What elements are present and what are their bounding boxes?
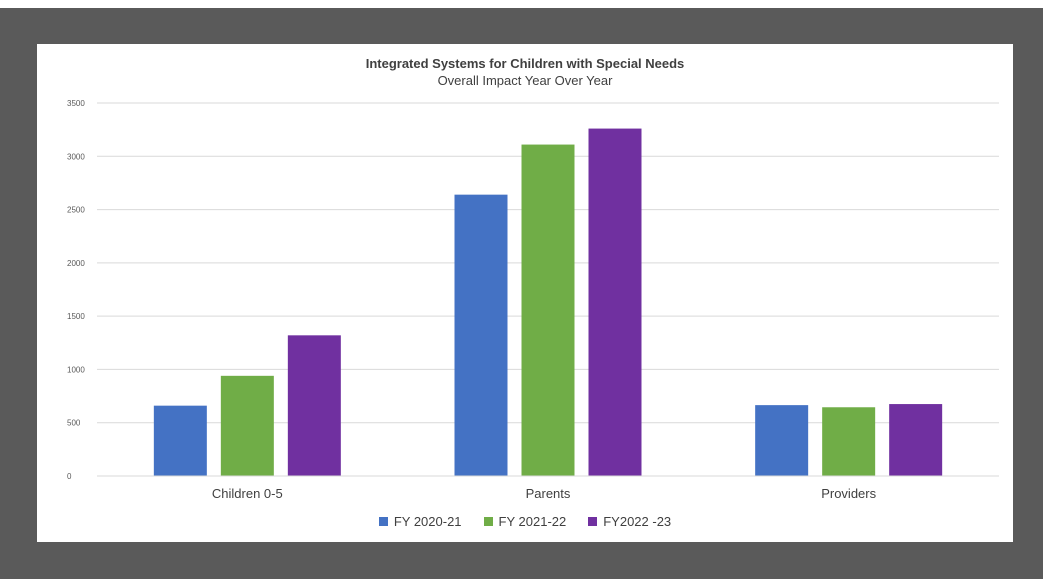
- bar-chart-plot: 0 500 1000 1500 2000 2500 3000 3500 Children 0-5…: [67, 99, 999, 501]
- bar: [220, 375, 274, 476]
- legend-label: FY 2021-22: [498, 514, 567, 529]
- bar: [755, 405, 809, 476]
- y-tick-label: 3500: [67, 99, 85, 108]
- x-category-label: Providers: [821, 486, 876, 501]
- x-category-label: Children 0-5: [212, 486, 283, 501]
- legend-swatch: [588, 517, 598, 526]
- bar: [822, 407, 876, 476]
- legend-item: FY 2020-21: [378, 514, 462, 529]
- bar: [454, 194, 508, 476]
- legend-swatch: [483, 517, 493, 526]
- legend-label: FY2022 -23: [603, 514, 672, 529]
- y-tick-label: 1000: [67, 365, 85, 374]
- legend-swatch: [378, 517, 388, 526]
- bar: [889, 404, 943, 476]
- y-tick-label: 1500: [67, 312, 85, 321]
- chart-title: Integrated Systems for Children with Spe…: [365, 56, 685, 71]
- bar: [153, 405, 207, 476]
- y-tick-label: 2500: [67, 206, 85, 215]
- x-category-label: Parents: [526, 486, 571, 501]
- chart-card: Integrated Systems for Children with Spe…: [37, 44, 1013, 542]
- chart-subtitle: Overall Impact Year Over Year: [437, 73, 613, 88]
- y-tick-label: 500: [67, 419, 81, 428]
- legend-item: FY 2021-22: [483, 514, 567, 529]
- legend-item: FY2022 -23: [588, 514, 671, 529]
- y-tick-label: 3000: [67, 152, 85, 161]
- bar: [287, 335, 341, 476]
- y-tick-label: 2000: [67, 259, 85, 268]
- chart-legend: FY 2020-21 FY 2021-22 FY2022 -23: [37, 514, 1013, 529]
- legend-label: FY 2020-21: [393, 514, 462, 529]
- bar: [521, 144, 575, 476]
- y-tick-label: 0: [67, 472, 72, 481]
- bar: [588, 128, 642, 476]
- top-border: [0, 0, 1043, 8]
